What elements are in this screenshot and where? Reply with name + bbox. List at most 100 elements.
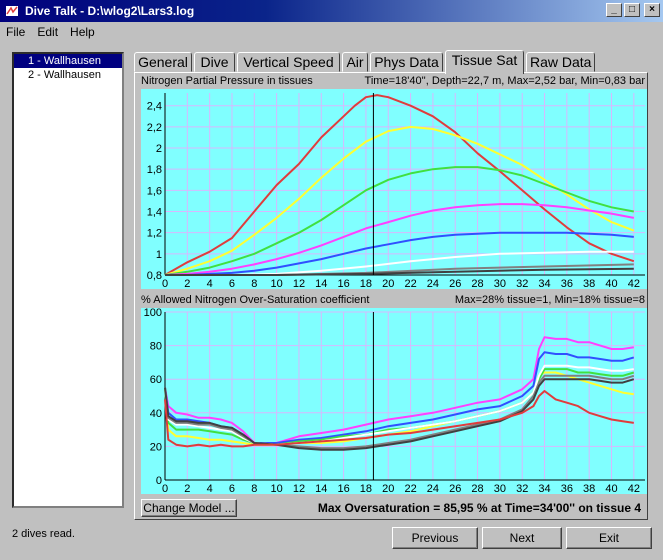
series-line — [164, 378, 635, 451]
chart1-title: Nitrogen Partial Pressure in tissues — [141, 75, 313, 87]
close-button[interactable]: × — [644, 3, 660, 17]
y-tick-label: 1,8 — [147, 164, 162, 176]
y-tick-label: 1,4 — [147, 207, 162, 219]
menu-bar: File Edit Help — [0, 22, 663, 42]
chart2-info: Max=28% tissue=1, Min=18% tissue=8 — [454, 294, 645, 306]
y-tick-label: 1 — [156, 249, 162, 261]
x-tick-label: 8 — [251, 278, 257, 289]
x-tick-label: 34 — [538, 483, 550, 494]
x-tick-label: 26 — [449, 483, 461, 494]
x-tick-label: 16 — [337, 278, 349, 289]
x-tick-label: 40 — [605, 278, 617, 289]
x-tick-label: 10 — [271, 278, 283, 289]
chart1-info: Time=18'40'', Depth=22,7 m, Max=2,52 bar… — [364, 75, 645, 87]
x-tick-label: 22 — [404, 278, 416, 289]
y-tick-label: 60 — [150, 374, 162, 386]
x-tick-label: 26 — [449, 278, 461, 289]
x-tick-label: 6 — [229, 278, 235, 289]
series-line — [165, 231, 634, 276]
x-tick-label: 2 — [184, 483, 190, 494]
x-tick-label: 12 — [293, 483, 305, 494]
x-tick-label: 16 — [337, 483, 349, 494]
y-tick-label: 20 — [150, 441, 162, 453]
series-line — [164, 166, 634, 276]
x-tick-label: 30 — [494, 483, 506, 494]
y-tick-label: 0,8 — [147, 270, 162, 282]
tab-vertical-speed[interactable]: Vertical Speed — [237, 52, 340, 72]
change-model-button[interactable]: Change Model ... — [141, 499, 237, 517]
x-tick-label: 36 — [561, 483, 573, 494]
x-tick-label: 12 — [293, 278, 305, 289]
x-tick-label: 0 — [162, 278, 168, 289]
x-tick-label: 34 — [538, 278, 550, 289]
series-line — [165, 267, 634, 276]
tab-general[interactable]: General — [134, 52, 192, 72]
x-tick-label: 18 — [360, 483, 372, 494]
x-tick-label: 20 — [382, 278, 394, 289]
x-tick-label: 18 — [360, 278, 372, 289]
x-tick-label: 22 — [404, 483, 416, 494]
status-text: 2 dives read. — [12, 528, 75, 540]
menu-help[interactable]: Help — [70, 25, 95, 39]
y-tick-label: 2 — [156, 143, 162, 155]
y-tick-label: 100 — [144, 308, 162, 319]
series-line — [164, 364, 634, 446]
x-tick-label: 32 — [516, 483, 528, 494]
x-tick-label: 24 — [427, 483, 439, 494]
tab-tissue-sat[interactable]: Tissue Sat — [445, 50, 524, 74]
x-tick-label: 42 — [628, 483, 640, 494]
series-line — [164, 371, 634, 446]
dive-list[interactable]: 1 - Wallhausen 2 - Wallhausen — [12, 52, 124, 508]
y-tick-label: 40 — [150, 408, 162, 420]
x-tick-label: 14 — [315, 278, 327, 289]
x-tick-label: 30 — [494, 278, 506, 289]
next-button[interactable]: Next — [482, 527, 562, 549]
x-tick-label: 36 — [561, 278, 573, 289]
series-line — [164, 94, 635, 276]
x-tick-label: 10 — [271, 483, 283, 494]
y-tick-label: 1,6 — [147, 185, 162, 197]
x-tick-label: 28 — [471, 278, 483, 289]
x-tick-label: 40 — [605, 483, 617, 494]
y-tick-label: 2,2 — [147, 122, 162, 134]
previous-button[interactable]: Previous — [392, 527, 478, 549]
tab-phys-data[interactable]: Phys Data — [370, 52, 443, 72]
x-tick-label: 14 — [315, 483, 327, 494]
x-tick-label: 28 — [471, 483, 483, 494]
max-oversaturation-text: Max Oversaturation = 85,95 % at Time=34'… — [317, 501, 641, 515]
x-tick-label: 38 — [583, 483, 595, 494]
dive-list-item[interactable]: 2 - Wallhausen — [28, 69, 101, 81]
menu-edit[interactable]: Edit — [37, 25, 59, 39]
series-line — [164, 203, 634, 276]
x-tick-label: 20 — [382, 483, 394, 494]
exit-button[interactable]: Exit — [566, 527, 652, 549]
menu-file[interactable]: File — [6, 25, 26, 39]
tissue-sat-panel: Nitrogen Partial Pressure in tissues Tim… — [134, 72, 648, 520]
x-tick-label: 4 — [207, 483, 213, 494]
y-tick-label: 1,2 — [147, 228, 162, 240]
tab-dive[interactable]: Dive — [194, 52, 235, 72]
dive-list-item[interactable]: 1 - Wallhausen — [14, 54, 122, 68]
tab-raw-data[interactable]: Raw Data — [526, 52, 595, 72]
title-bar: Dive Talk - D:\wlog2\Lars3.log _ □ × — [0, 0, 663, 22]
minimize-button[interactable]: _ — [606, 3, 622, 17]
series-line — [164, 374, 635, 450]
x-tick-label: 38 — [583, 278, 595, 289]
app-icon — [4, 3, 20, 19]
series-line — [164, 336, 634, 444]
oversaturation-chart: 0 2 4 6 8 10 12 14 16 18 20 22 24 26 28 30 32 34 36 38 40 42 0… — [141, 307, 647, 495]
x-tick-label: 42 — [628, 278, 640, 289]
x-tick-label: 6 — [229, 483, 235, 494]
tab-air[interactable]: Air — [342, 52, 368, 72]
chart2-title: % Allowed Nitrogen Over-Saturation coeff… — [141, 294, 370, 306]
x-tick-label: 2 — [184, 278, 190, 289]
x-tick-label: 4 — [207, 278, 213, 289]
x-tick-label: 0 — [162, 483, 168, 494]
nitrogen-pressure-chart: 0 2 4 6 8 10 12 14 16 18 20 22 24 26 28 30 32 34 36 38 40 42 0… — [141, 89, 647, 290]
x-tick-label: 24 — [427, 278, 439, 289]
y-tick-label: 2,4 — [147, 101, 162, 113]
window-title: Dive Talk - D:\wlog2\Lars3.log — [25, 4, 195, 18]
x-tick-label: 32 — [516, 278, 528, 289]
maximize-button[interactable]: □ — [624, 3, 640, 17]
y-tick-label: 0 — [156, 475, 162, 487]
